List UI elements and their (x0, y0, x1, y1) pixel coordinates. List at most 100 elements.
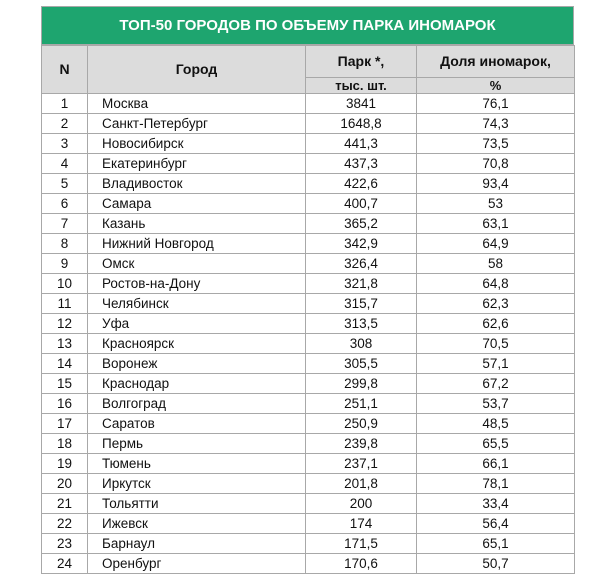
cell-share: 93,4 (416, 173, 575, 194)
cell-share: 65,1 (416, 533, 575, 554)
cell-park: 299,8 (305, 373, 417, 394)
cell-rank: 24 (41, 553, 88, 574)
cell-rank: 12 (41, 313, 88, 334)
cell-share: 70,8 (416, 153, 575, 174)
cell-park: 422,6 (305, 173, 417, 194)
cell-rank: 23 (41, 533, 88, 554)
cell-rank: 17 (41, 413, 88, 434)
cell-park: 400,7 (305, 193, 417, 214)
cell-park: 237,1 (305, 453, 417, 474)
cell-rank: 14 (41, 353, 88, 374)
cell-share: 66,1 (416, 453, 575, 474)
header-share-unit: % (416, 77, 575, 94)
table-row: 12 Уфа 313,5 62,6 (41, 313, 575, 334)
header-row: N Город Парк *, Доля иномарок, (41, 45, 575, 94)
cell-share: 53 (416, 193, 575, 214)
cell-city: Владивосток (87, 173, 306, 194)
cell-share: 56,4 (416, 513, 575, 534)
cell-share: 74,3 (416, 113, 575, 134)
cell-share: 64,9 (416, 233, 575, 254)
cell-city: Волгоград (87, 393, 306, 414)
table-row: 14 Воронеж 305,5 57,1 (41, 353, 575, 374)
cell-rank: 8 (41, 233, 88, 254)
table-row: 10 Ростов-на-Дону 321,8 64,8 (41, 273, 575, 294)
header-park: Парк *, (305, 45, 417, 78)
cell-city: Нижний Новгород (87, 233, 306, 254)
cell-city: Ростов-на-Дону (87, 273, 306, 294)
cell-share: 48,5 (416, 413, 575, 434)
table-row: 19 Тюмень 237,1 66,1 (41, 453, 575, 474)
header-n: N (41, 45, 88, 94)
table-row: 3 Новосибирск 441,3 73,5 (41, 133, 575, 154)
cell-city: Оренбург (87, 553, 306, 574)
cell-rank: 16 (41, 393, 88, 414)
cell-city: Тюмень (87, 453, 306, 474)
cell-rank: 9 (41, 253, 88, 274)
cell-share: 76,1 (416, 93, 575, 114)
cell-share: 57,1 (416, 353, 575, 374)
cell-park: 441,3 (305, 133, 417, 154)
cell-city: Саратов (87, 413, 306, 434)
table-row: 16 Волгоград 251,1 53,7 (41, 393, 575, 414)
table-row: 5 Владивосток 422,6 93,4 (41, 173, 575, 194)
cell-city: Уфа (87, 313, 306, 334)
cell-park: 321,8 (305, 273, 417, 294)
table-row: 21 Тольятти 200 33,4 (41, 493, 575, 514)
cell-park: 200 (305, 493, 417, 514)
cell-rank: 11 (41, 293, 88, 314)
table-row: 11 Челябинск 315,7 62,3 (41, 293, 575, 314)
cell-share: 62,3 (416, 293, 575, 314)
cell-rank: 19 (41, 453, 88, 474)
cell-rank: 20 (41, 473, 88, 494)
cell-park: 365,2 (305, 213, 417, 234)
cell-share: 58 (416, 253, 575, 274)
cell-share: 67,2 (416, 373, 575, 394)
cell-park: 305,5 (305, 353, 417, 374)
cell-park: 171,5 (305, 533, 417, 554)
cell-rank: 6 (41, 193, 88, 214)
header-share: Доля иномарок, (416, 45, 575, 78)
table-row: 4 Екатеринбург 437,3 70,8 (41, 153, 575, 174)
cell-rank: 1 (41, 93, 88, 114)
cell-share: 70,5 (416, 333, 575, 354)
cell-share: 62,6 (416, 313, 575, 334)
cities-table: N Город Парк *, Доля иномарок, тыс. шт. … (41, 45, 575, 574)
table-row: 17 Саратов 250,9 48,5 (41, 413, 575, 434)
cell-park: 315,7 (305, 293, 417, 314)
cell-park: 174 (305, 513, 417, 534)
cell-park: 250,9 (305, 413, 417, 434)
table-row: 1 Москва 3841 76,1 (41, 93, 575, 114)
table-row: 22 Ижевск 174 56,4 (41, 513, 575, 534)
cell-park: 170,6 (305, 553, 417, 574)
cell-park: 3841 (305, 93, 417, 114)
cell-city: Москва (87, 93, 306, 114)
cell-city: Воронеж (87, 353, 306, 374)
cell-share: 63,1 (416, 213, 575, 234)
cities-table-container: ТОП-50 ГОРОДОВ ПО ОБЪЕМУ ПАРКА ИНОМАРОК … (41, 6, 575, 574)
cell-rank: 15 (41, 373, 88, 394)
header-park-unit: тыс. шт. (305, 77, 417, 94)
table-row: 15 Краснодар 299,8 67,2 (41, 373, 575, 394)
cell-park: 239,8 (305, 433, 417, 454)
cell-city: Челябинск (87, 293, 306, 314)
cell-city: Санкт-Петербург (87, 113, 306, 134)
cell-city: Иркутск (87, 473, 306, 494)
cell-park: 313,5 (305, 313, 417, 334)
cell-city: Казань (87, 213, 306, 234)
table-title: ТОП-50 ГОРОДОВ ПО ОБЪЕМУ ПАРКА ИНОМАРОК (41, 6, 574, 45)
cell-city: Барнаул (87, 533, 306, 554)
cell-city: Самара (87, 193, 306, 214)
cell-rank: 22 (41, 513, 88, 534)
header-city: Город (87, 45, 306, 94)
table-row: 6 Самара 400,7 53 (41, 193, 575, 214)
table-row: 8 Нижний Новгород 342,9 64,9 (41, 233, 575, 254)
cell-park: 308 (305, 333, 417, 354)
cell-share: 64,8 (416, 273, 575, 294)
cell-share: 33,4 (416, 493, 575, 514)
cell-park: 437,3 (305, 153, 417, 174)
cell-park: 342,9 (305, 233, 417, 254)
header-row-units: тыс. шт. % (42, 77, 575, 94)
cell-rank: 4 (41, 153, 88, 174)
cell-city: Екатеринбург (87, 153, 306, 174)
cell-city: Новосибирск (87, 133, 306, 154)
